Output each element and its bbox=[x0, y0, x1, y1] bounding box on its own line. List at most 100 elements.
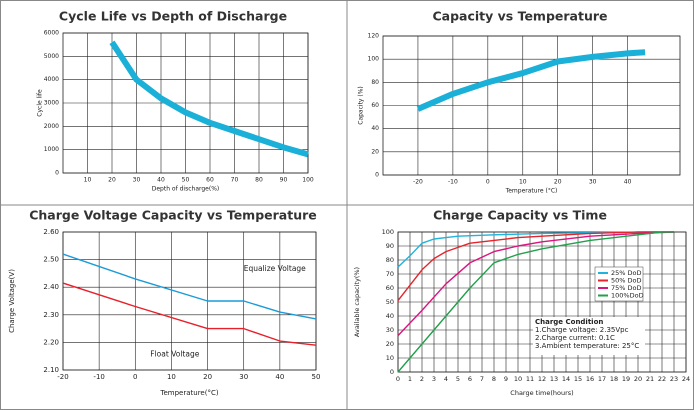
y-tick-label: 100 bbox=[368, 56, 380, 63]
chart-title: Cycle Life vs Depth of Discharge bbox=[59, 9, 287, 24]
x-tick-label: 80 bbox=[255, 177, 263, 184]
y-tick-label: 10 bbox=[386, 354, 394, 362]
annotation-title: Charge Condition bbox=[535, 318, 603, 326]
y-tick-label: 0 bbox=[390, 368, 394, 376]
y-tick-label: 60 bbox=[386, 284, 394, 292]
y-tick-label: 1000 bbox=[44, 146, 59, 153]
y-tick-label: 50 bbox=[386, 298, 394, 306]
x-tick-label: 20 bbox=[554, 179, 562, 186]
x-tick-label: 23 bbox=[670, 375, 678, 383]
annotation-line: 3.Ambient temperature: 25°C bbox=[535, 342, 639, 350]
x-tick-label: 50 bbox=[182, 177, 190, 184]
y-tick-label: 20 bbox=[386, 340, 394, 348]
chart-panel: Charge Capacity vs Time01020304050607080… bbox=[353, 208, 690, 398]
x-tick-label: 0 bbox=[396, 375, 400, 383]
x-tick-label: 20 bbox=[108, 177, 116, 184]
line-series bbox=[62, 282, 317, 346]
y-tick-label: 80 bbox=[386, 256, 394, 264]
chart-title: Charge Voltage Capacity vs Temperature bbox=[29, 208, 317, 223]
x-tick-label: 20 bbox=[203, 373, 212, 381]
y-tick-label: 80 bbox=[371, 79, 379, 86]
line-series bbox=[397, 231, 674, 373]
chart-panel: Charge Voltage Capacity vs Temperature 2.… bbox=[8, 208, 320, 398]
x-tick-label: 60 bbox=[206, 177, 214, 184]
y-tick-label: 2.50 bbox=[43, 256, 59, 264]
x-tick-label: 8 bbox=[492, 375, 496, 383]
x-axis-label: Temperature (°C) bbox=[505, 188, 558, 195]
x-tick-label: 40 bbox=[157, 177, 165, 184]
y-tick-label: 4000 bbox=[44, 76, 59, 83]
x-tick-label: 12 bbox=[538, 375, 546, 383]
annotation-line: 2.Charge current: 0.1C bbox=[535, 334, 615, 342]
x-tick-label: -10 bbox=[93, 373, 104, 381]
x-axis-label: Charge time(hours) bbox=[510, 389, 573, 397]
x-tick-label: 40 bbox=[624, 179, 632, 186]
y-tick-label: 0 bbox=[55, 170, 59, 177]
y-tick-label: 2.30 bbox=[43, 311, 59, 319]
x-tick-label: 14 bbox=[562, 375, 570, 383]
x-tick-label: 24 bbox=[682, 375, 690, 383]
x-tick-label: 4 bbox=[444, 375, 448, 383]
x-tick-label: 30 bbox=[133, 177, 141, 184]
x-tick-label: 10 bbox=[514, 375, 522, 383]
y-axis-label: Charge Voltage(V) bbox=[8, 269, 16, 333]
line-series bbox=[397, 231, 675, 337]
y-tick-label: 60 bbox=[371, 102, 379, 109]
x-tick-label: 0 bbox=[133, 373, 137, 381]
x-tick-label: 18 bbox=[610, 375, 618, 383]
x-axis-label: Temperature(°C) bbox=[159, 389, 218, 397]
legend-label: 25% DoD bbox=[611, 269, 642, 277]
y-tick-label: 30 bbox=[386, 326, 394, 334]
x-tick-label: -20 bbox=[413, 179, 423, 186]
y-axis-label: Cycle life bbox=[37, 89, 44, 117]
x-tick-label: 13 bbox=[550, 375, 558, 383]
x-tick-label: 15 bbox=[574, 375, 582, 383]
x-tick-label: -20 bbox=[57, 373, 68, 381]
y-tick-label: 2.60 bbox=[43, 228, 59, 236]
x-tick-label: 0 bbox=[486, 179, 490, 186]
y-tick-label: 2.20 bbox=[43, 338, 59, 346]
x-tick-label: 10 bbox=[167, 373, 176, 381]
x-tick-label: 9 bbox=[504, 375, 508, 383]
y-tick-label: 40 bbox=[371, 125, 379, 132]
x-tick-label: 7 bbox=[480, 375, 484, 383]
x-tick-label: 30 bbox=[589, 179, 597, 186]
x-tick-label: 30 bbox=[239, 373, 248, 381]
y-axis-label: Capacity (%) bbox=[358, 86, 365, 125]
y-tick-label: 2.10 bbox=[43, 366, 59, 374]
y-tick-label: 100 bbox=[382, 228, 394, 236]
x-tick-label: 6 bbox=[468, 375, 472, 383]
legend-label: 100%DoD bbox=[611, 292, 644, 300]
y-axis-label: Available capacity(%) bbox=[353, 267, 361, 337]
x-tick-label: 17 bbox=[598, 375, 606, 383]
x-tick-label: 20 bbox=[634, 375, 642, 383]
x-axis-label: Depth of discharge(%) bbox=[152, 186, 220, 193]
y-tick-label: 2.40 bbox=[43, 283, 59, 291]
chart-panel: Cycle Life vs Depth of Discharge 0 1000 200… bbox=[37, 9, 314, 193]
line-series bbox=[416, 49, 646, 112]
chart-title: Charge Capacity vs Time bbox=[433, 208, 607, 223]
legend-label: 50% DoD bbox=[611, 277, 642, 285]
x-tick-label: 11 bbox=[526, 375, 534, 383]
x-tick-label: 10 bbox=[84, 177, 92, 184]
line-series bbox=[62, 253, 317, 320]
y-tick-label: 70 bbox=[386, 270, 394, 278]
x-tick-label: 19 bbox=[622, 375, 630, 383]
y-tick-label: 90 bbox=[386, 242, 394, 250]
y-tick-label: 2000 bbox=[44, 123, 59, 130]
y-tick-label: 3000 bbox=[44, 100, 59, 107]
line-series bbox=[109, 40, 309, 158]
x-tick-label: 70 bbox=[231, 177, 239, 184]
x-tick-label: 90 bbox=[280, 177, 288, 184]
x-tick-label: 22 bbox=[658, 375, 666, 383]
x-tick-label: 5 bbox=[456, 375, 460, 383]
line-series bbox=[397, 231, 674, 302]
y-tick-label: 40 bbox=[386, 312, 394, 320]
y-tick-label: 20 bbox=[371, 148, 379, 155]
x-tick-label: -10 bbox=[448, 179, 458, 186]
series-label: Float Voltage bbox=[150, 350, 199, 359]
annotation-box bbox=[533, 317, 645, 355]
x-tick-label: 50 bbox=[312, 373, 321, 381]
